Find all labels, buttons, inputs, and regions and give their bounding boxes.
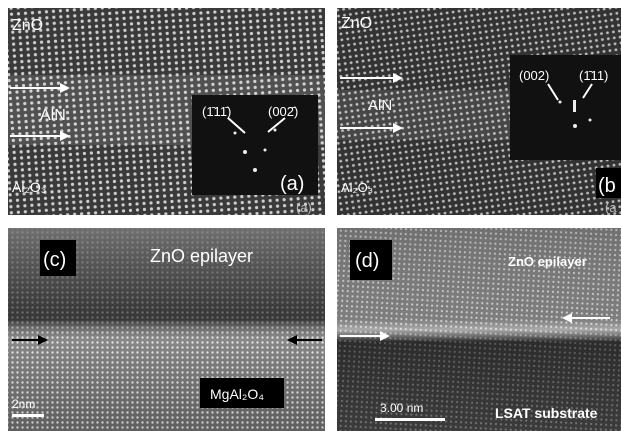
spot-label: (002̄): [268, 104, 298, 119]
layer-label: ZnO: [12, 17, 43, 34]
panel-c: (c) ZnO epilayer MgAl₂O₄ 2nm: [8, 228, 325, 431]
substrate-label: MgAl₂O₄: [210, 386, 264, 402]
corner-tag: (a: [605, 200, 617, 215]
layer-label: AlN: [368, 97, 392, 114]
scale-label: 3.00 nm: [380, 401, 423, 415]
panel-tag: (a): [280, 173, 304, 195]
panel-b: ZnO AlN Al₂O₃ (002) (1̄11) (b (a: [337, 8, 621, 215]
spot-label: (1̄11): [579, 68, 608, 83]
layer-label: ZnO epilayer: [508, 254, 587, 269]
layer-label: ZnO: [341, 15, 372, 32]
spot-label: (002): [519, 68, 549, 83]
panel-d: (d) ZnO epilayer 3.00 nm LSAT substrate: [337, 228, 621, 431]
spot-label: (1̄11̄): [202, 104, 231, 119]
layer-label: Al₂O₃: [341, 180, 373, 195]
panel-tag: (c): [43, 249, 66, 271]
substrate-label: LSAT substrate: [495, 405, 598, 421]
panel-tag: (b: [598, 175, 616, 197]
scale-label: 2nm: [12, 397, 35, 411]
layer-label: AlN: [40, 107, 66, 124]
layer-label: Al₂O₃: [12, 179, 46, 195]
corner-tag: (a): [296, 200, 312, 215]
layer-label: ZnO epilayer: [150, 246, 253, 266]
figure: ZnO AlN Al₂O₃ (1̄11̄) (002̄) (a) (a) ZnO…: [0, 0, 621, 431]
panel-tag: (d): [355, 250, 379, 272]
panel-a: ZnO AlN Al₂O₃ (1̄11̄) (002̄) (a) (a): [8, 8, 325, 215]
